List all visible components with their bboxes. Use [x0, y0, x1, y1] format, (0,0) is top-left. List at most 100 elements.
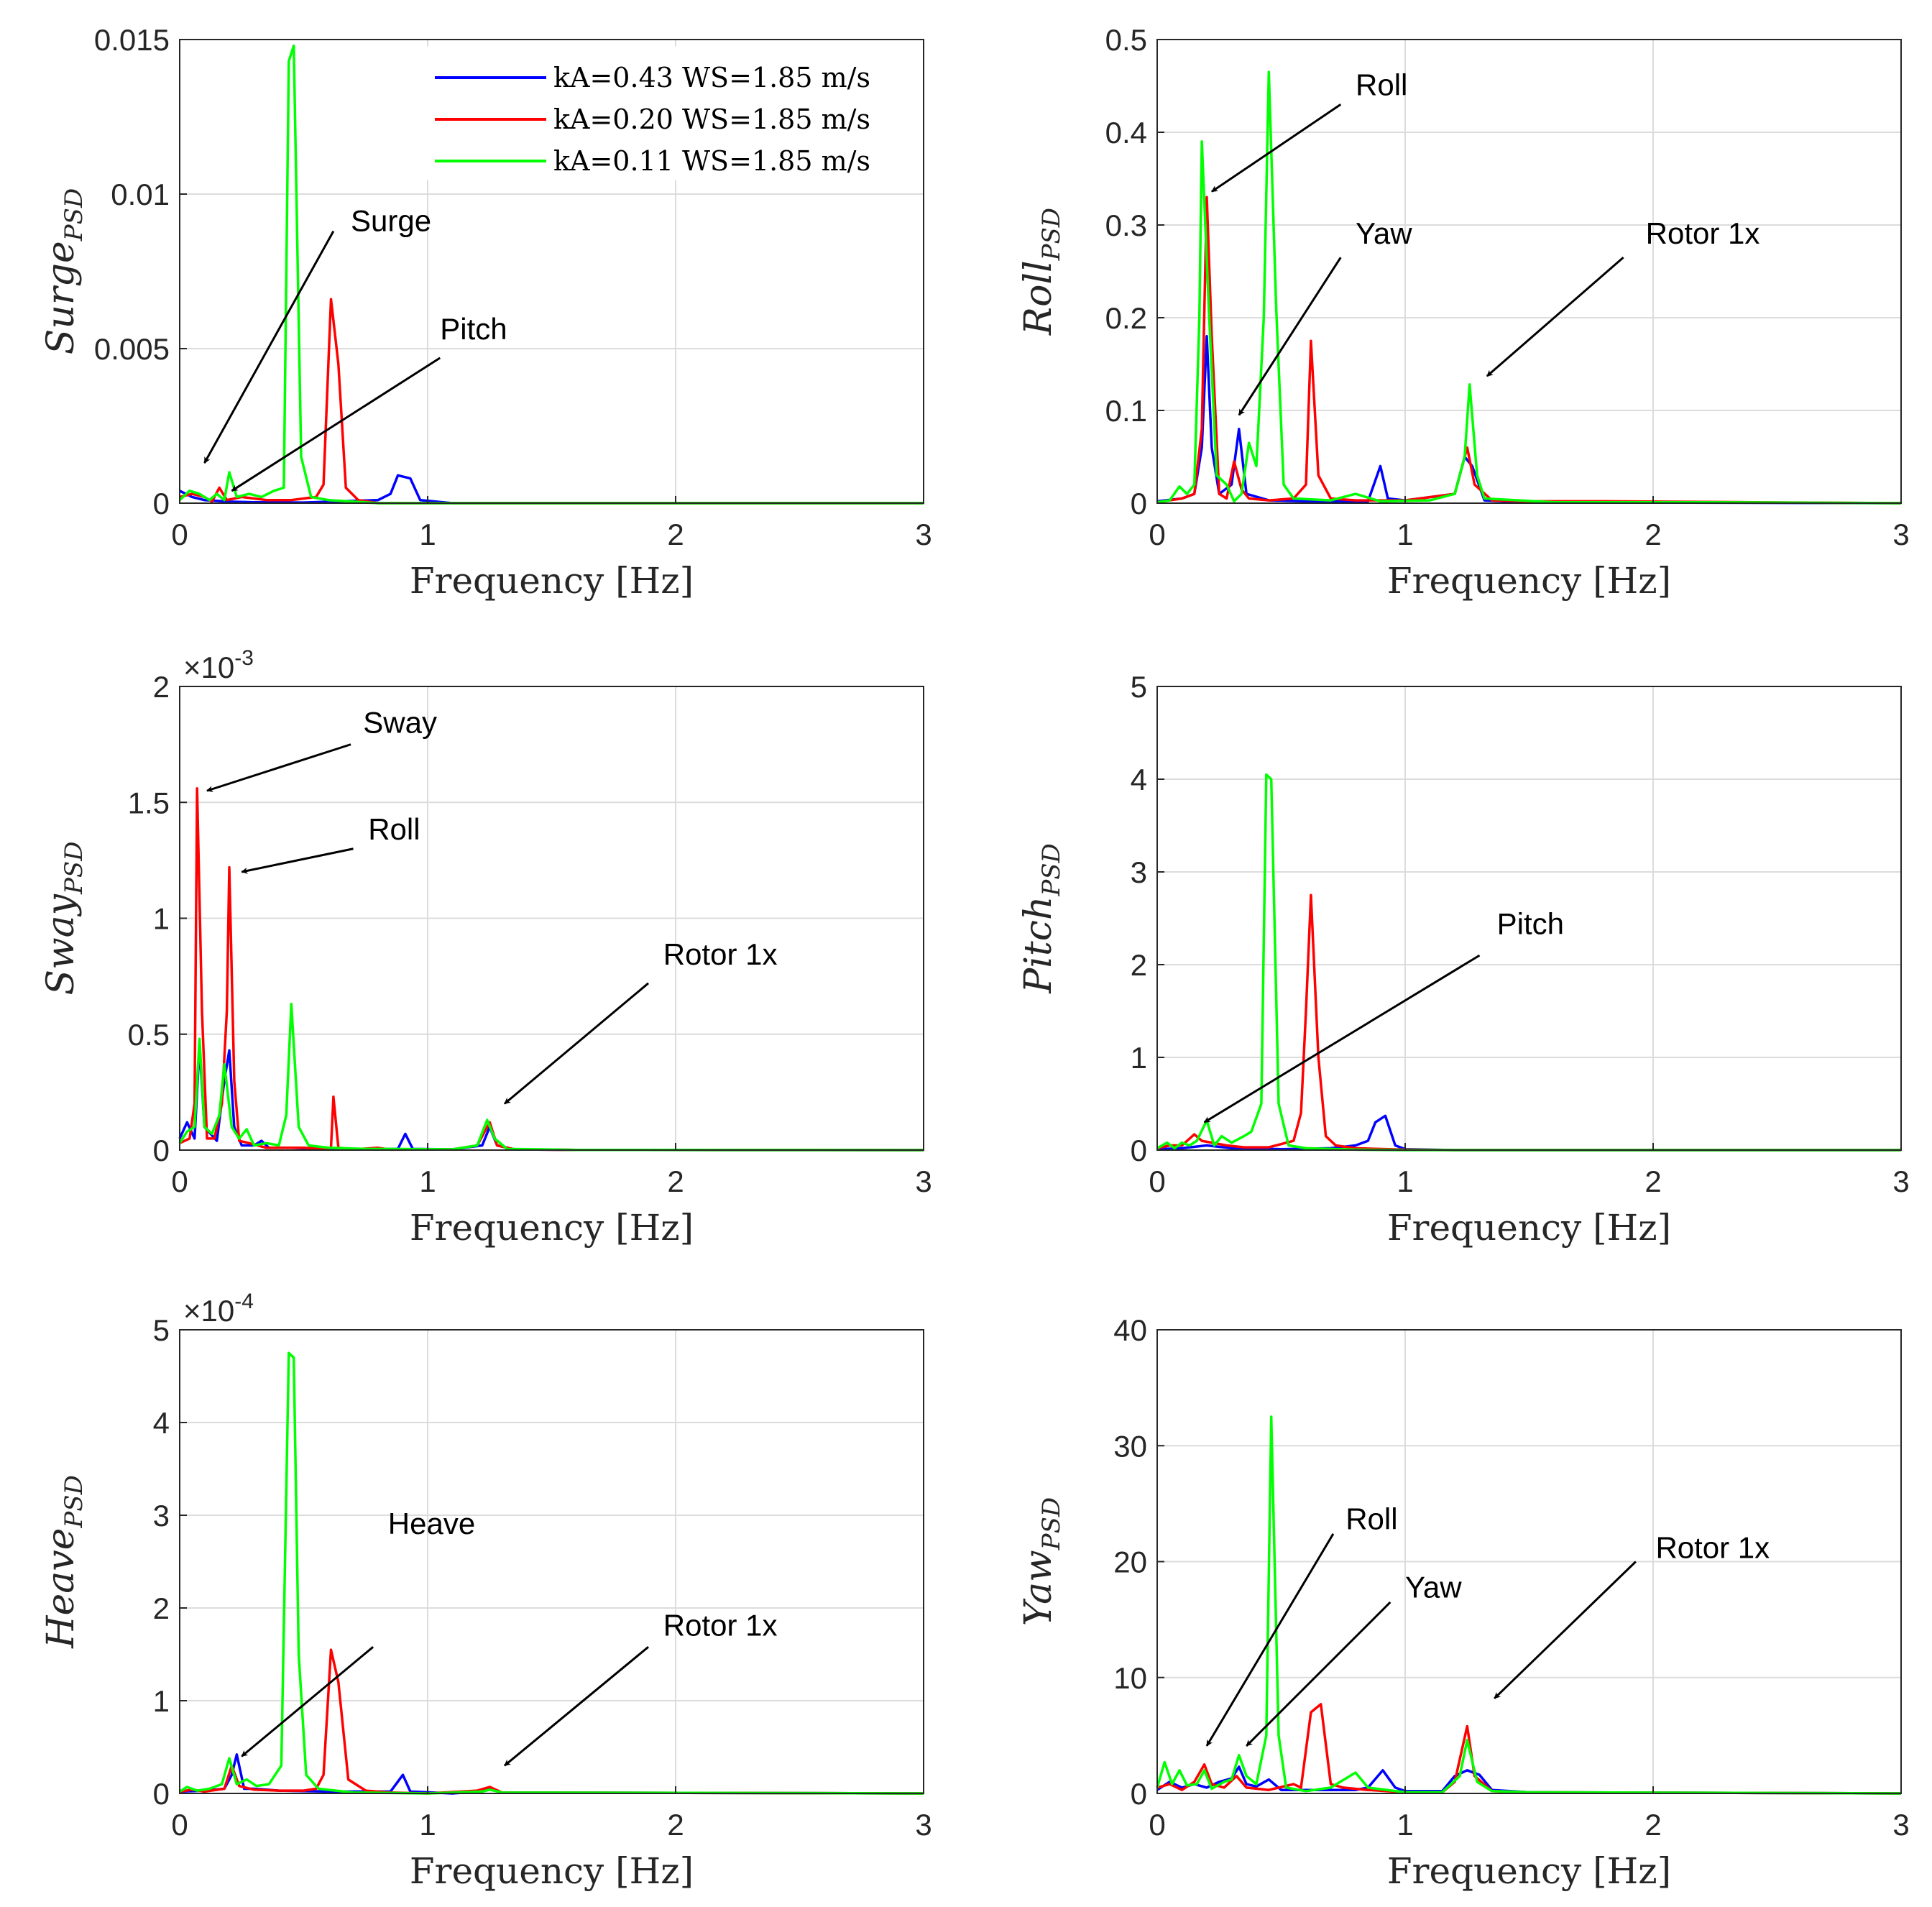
y-tick-label: 0	[153, 487, 170, 520]
x-tick-label: 2	[667, 1808, 684, 1842]
y-tick-label: 0	[1131, 1777, 1147, 1811]
annotation-label: Roll	[368, 812, 420, 846]
axes-box	[179, 1329, 924, 1794]
y-tick-label: 0.5	[128, 1018, 170, 1052]
annotation-arrow	[1211, 104, 1342, 193]
series-line-green	[179, 1351, 924, 1795]
multiplier-base: ×10	[183, 651, 234, 684]
y-label-subscript: PSD	[1037, 843, 1066, 896]
x-axis-label: Frequency [Hz]	[1387, 1207, 1671, 1249]
y-label-subscript: PSD	[1037, 208, 1066, 261]
axis-multiplier: ×10-4	[183, 1290, 254, 1328]
x-tick-label: 0	[171, 518, 188, 551]
y-tick-label: 5	[1131, 670, 1147, 704]
annotation-label: Rotor 1x	[1655, 1531, 1770, 1565]
series-line-green	[1156, 773, 1901, 1152]
x-tick-label: 1	[1397, 1808, 1413, 1842]
x-tick-label: 1	[1397, 1164, 1413, 1198]
annotation-label: Sway	[363, 706, 437, 740]
x-tick-label: 3	[1892, 518, 1909, 551]
axes-box	[1156, 39, 1902, 504]
x-tick-label: 3	[915, 1808, 932, 1842]
series-line-red	[1156, 196, 1902, 505]
annotation-label: Pitch	[440, 312, 507, 346]
annotation-arrow	[241, 847, 354, 874]
y-tick-label: 0.5	[1105, 23, 1147, 57]
x-tick-label: 2	[667, 1164, 684, 1198]
multiplier-exponent: -3	[234, 646, 254, 670]
axes-box	[179, 39, 924, 504]
annotation-label: Rotor 1x	[1646, 216, 1760, 250]
y-axis-label: PitchPSD	[1017, 843, 1066, 994]
y-label-main: Yaw	[1017, 1550, 1060, 1626]
annotation-arrow	[241, 1646, 374, 1757]
y-label-subscript: PSD	[1037, 1497, 1066, 1550]
series-line-blue	[1156, 335, 1902, 505]
plot-area	[1157, 686, 1901, 1150]
y-axis-label: SurgePSD	[40, 188, 88, 354]
y-tick-label: 2	[153, 1591, 170, 1625]
x-tick-label: 0	[171, 1808, 188, 1842]
annotation-arrow	[1238, 257, 1342, 416]
y-tick-label: 4	[153, 1406, 170, 1440]
y-tick-label: 40	[1113, 1313, 1147, 1347]
y-label-main: Pitch	[1017, 896, 1060, 994]
y-tick-label: 0.01	[111, 178, 170, 211]
x-axis-label: Frequency [Hz]	[1387, 560, 1671, 602]
y-tick-label: 0.015	[94, 23, 170, 57]
annotation-arrow	[503, 982, 650, 1105]
y-tick-label: 5	[153, 1313, 170, 1347]
y-tick-label: 0.1	[1105, 394, 1147, 428]
y-tick-label: 0	[153, 1777, 170, 1811]
x-tick-label: 3	[1892, 1808, 1909, 1842]
x-tick-label: 2	[667, 518, 684, 551]
y-label-main: Surge	[40, 241, 83, 354]
y-tick-label: 3	[1131, 855, 1147, 889]
series-line-green	[1156, 1415, 1902, 1795]
annotation-arrow	[1486, 257, 1624, 377]
y-label-main: Roll	[1017, 260, 1060, 336]
y-tick-label: 0.3	[1105, 208, 1147, 242]
annotation-arrow	[1246, 1601, 1392, 1747]
x-axis-label: Frequency [Hz]	[410, 1207, 694, 1249]
axes-box	[1156, 686, 1902, 1151]
x-tick-label: 0	[1149, 1164, 1165, 1198]
annotation-label: Rotor 1x	[663, 937, 778, 971]
annotation-label: Yaw	[1356, 216, 1412, 250]
annotation-label: Pitch	[1497, 906, 1564, 940]
y-tick-label: 3	[153, 1499, 170, 1533]
y-tick-label: 0	[1131, 487, 1147, 520]
series-line-red	[1156, 1703, 1902, 1795]
y-tick-label: 1	[153, 902, 170, 936]
y-label-main: Heave	[40, 1528, 83, 1649]
annotation-arrow	[206, 743, 351, 792]
legend-entry-green: kA=0.11 WS=1.85 m/s	[553, 145, 870, 177]
y-tick-label: 2	[1131, 948, 1147, 982]
series-line-red	[1156, 893, 1901, 1152]
x-tick-label: 2	[1644, 1164, 1661, 1198]
x-tick-label: 2	[1644, 518, 1661, 551]
x-tick-label: 3	[915, 518, 932, 551]
y-label-subscript: PSD	[60, 188, 88, 242]
x-tick-label: 1	[1397, 518, 1413, 551]
y-tick-label: 20	[1113, 1545, 1147, 1579]
annotation-label: Rotor 1x	[663, 1609, 778, 1642]
annotation-label: Roll	[1356, 68, 1407, 101]
x-tick-label: 0	[171, 1164, 188, 1198]
series-line-green	[178, 1003, 924, 1152]
y-label-subscript: PSD	[60, 1475, 88, 1528]
annotation-arrow	[1203, 954, 1481, 1123]
x-axis-label: Frequency [Hz]	[410, 1850, 694, 1892]
y-tick-label: 4	[1131, 763, 1147, 796]
annotation-arrow	[1494, 1561, 1637, 1699]
axis-multiplier: ×10-3	[183, 646, 254, 684]
annotation-arrow	[231, 357, 441, 492]
series-line-green	[178, 44, 924, 505]
x-axis-label: Frequency [Hz]	[410, 560, 694, 602]
series-line-green	[1156, 70, 1902, 505]
y-axis-label: RollPSD	[1017, 208, 1066, 336]
legend: kA=0.43 WS=1.85 m/s kA=0.20 WS=1.85 m/s …	[423, 46, 912, 180]
